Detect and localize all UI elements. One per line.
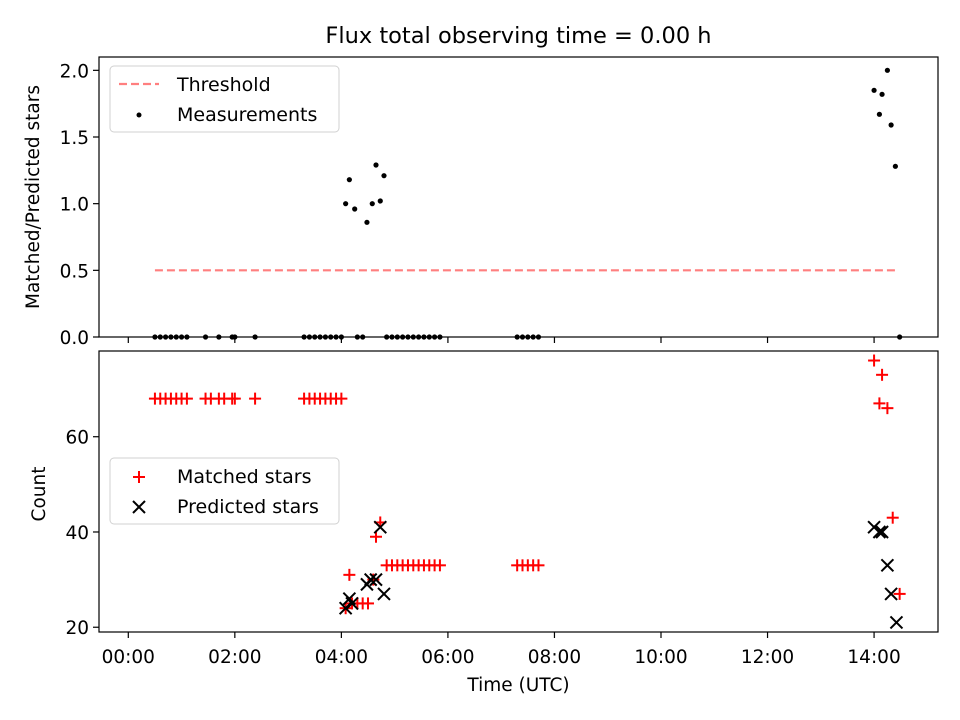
measurement-point	[876, 111, 883, 117]
x-tick-label: 14:00	[847, 647, 900, 668]
x-tick-label: 08:00	[528, 647, 581, 668]
measurement-point	[343, 201, 349, 207]
legend-matched-label: Matched stars	[177, 466, 311, 488]
predicted-star-point	[880, 558, 895, 573]
matched-star-point	[228, 392, 241, 405]
matched-star-point	[873, 397, 886, 410]
matched-star-point	[335, 392, 348, 405]
predicted-star-point	[377, 587, 391, 601]
matched-star-point	[362, 597, 375, 610]
top-y-ticks: 0.0 0.5 1.0 1.5 2.0	[60, 61, 99, 349]
bottom-x-ticks: 00:00 02:00 04:00 06:00 08:00 10:00 12:00 14:00	[102, 632, 901, 668]
measurement-point	[892, 163, 898, 169]
y-tick-label: 1.0	[60, 195, 89, 216]
x-tick-label: 02:00	[208, 647, 261, 668]
top-x-ticks	[127, 337, 875, 343]
measurement-point	[377, 198, 383, 204]
matched-star-point	[881, 402, 894, 415]
measurement-point	[352, 206, 358, 212]
y-tick-label: 40	[65, 523, 89, 544]
chart-title: Flux total observing time = 0.00 h	[325, 23, 711, 49]
legend-predicted-swatch	[132, 500, 146, 514]
legend-measurements-swatch	[136, 112, 142, 118]
x-tick-label: 12:00	[741, 647, 794, 668]
bottom-marks	[148, 354, 906, 630]
bottom-y-axis-label: Count	[29, 467, 50, 522]
predicted-star-point	[884, 587, 898, 601]
predicted-star-point	[373, 520, 387, 534]
y-tick-label: 0.0	[60, 328, 89, 349]
predicted-star-point	[875, 525, 889, 539]
legend-threshold-label: Threshold	[176, 74, 271, 96]
measurement-point	[884, 67, 890, 73]
matched-star-point	[886, 511, 899, 524]
predicted-star-point	[889, 615, 904, 630]
measurement-point	[346, 177, 352, 183]
y-tick-label: 20	[65, 618, 89, 639]
x-axis-label: Time (UTC)	[466, 675, 569, 696]
predicted-star-point	[872, 525, 887, 539]
matched-star-point	[343, 568, 356, 581]
y-tick-label: 0.5	[60, 261, 89, 282]
bottom-y-ticks: 20 40 60	[65, 428, 99, 639]
measurement-point	[369, 201, 375, 207]
predicted-star-point	[345, 596, 359, 611]
top-y-axis-label: Matched/Predicted stars	[23, 85, 44, 309]
measurement-point	[871, 87, 877, 93]
legend-measurements-label: Measurements	[177, 104, 317, 126]
matched-star-point	[868, 354, 881, 367]
measurement-point	[381, 173, 387, 179]
matched-star-point	[249, 392, 262, 405]
measurement-point	[373, 162, 379, 168]
bottom-panel: 20 40 60 00:00 02:00 04:00 06:00 08:00 10:00 12:…	[29, 350, 939, 696]
measurement-point	[879, 91, 885, 97]
top-panel: 0.00.51.01.52.0 Matched/Predicted stars …	[23, 56, 939, 349]
matched-star-point	[532, 559, 545, 572]
matched-star-point	[433, 559, 446, 572]
legend-predicted-label: Predicted stars	[177, 496, 319, 518]
x-tick-label: 00:00	[102, 647, 155, 668]
matched-star-point	[876, 368, 889, 381]
x-tick-label: 04:00	[315, 647, 368, 668]
top-legend: Threshold Measurements	[109, 65, 340, 133]
y-tick-label: 2.0	[60, 61, 89, 82]
measurement-point	[888, 122, 894, 128]
y-tick-label: 1.5	[60, 128, 89, 149]
predicted-star-point	[338, 601, 353, 615]
x-tick-label: 10:00	[634, 647, 687, 668]
bottom-legend: Matched stars Predicted stars	[109, 457, 340, 525]
y-tick-label: 60	[65, 428, 89, 449]
matched-star-point	[180, 392, 193, 405]
x-tick-label: 06:00	[421, 647, 474, 668]
legend-matched-swatch	[133, 471, 145, 483]
measurement-point	[364, 219, 370, 225]
predicted-star-point	[369, 572, 383, 587]
matched-star-point	[893, 587, 906, 600]
predicted-star-point	[363, 572, 378, 587]
